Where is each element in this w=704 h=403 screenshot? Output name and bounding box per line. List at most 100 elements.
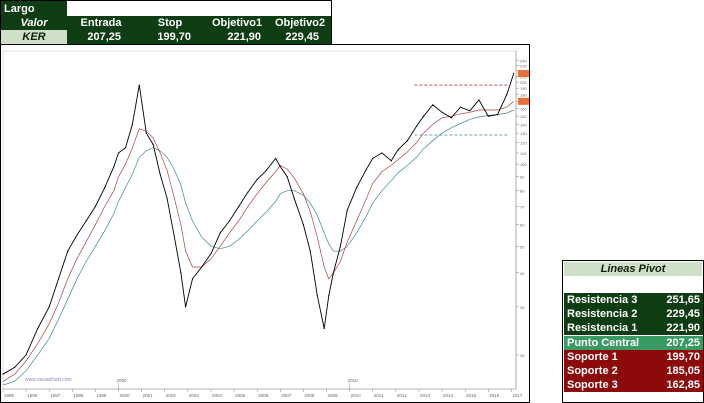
price-point — [506, 93, 508, 96]
x-tick-label: 2017 — [512, 393, 523, 398]
price-point — [293, 197, 295, 199]
resistance-2-value: 229,45 — [666, 308, 700, 320]
moving-average-long-line — [2, 109, 514, 386]
price-point — [180, 272, 182, 274]
price-point — [372, 157, 374, 160]
resistance-2-label: Resistencia 2 — [567, 308, 638, 320]
price-point — [57, 278, 60, 280]
value-objetivo1: 221,90 — [205, 30, 269, 44]
y-tick-label: 40 — [520, 271, 525, 276]
price-point — [104, 187, 106, 189]
support-2-label: Soporte 2 — [567, 365, 618, 377]
pivot-title: Lineas Pivot — [564, 262, 702, 276]
x-tick-label: 2011 — [374, 393, 384, 398]
x-tick-label: 2012 — [397, 393, 408, 398]
price-point — [487, 115, 489, 117]
resistance-1-row: Resistencia 1 221,90 — [564, 321, 703, 335]
price-point — [25, 354, 27, 356]
price-point — [265, 169, 268, 171]
y-tick-label: 70 — [520, 204, 525, 209]
price-point — [275, 157, 277, 160]
price-point — [166, 197, 168, 199]
price-point — [339, 245, 341, 247]
x-tick-label: 2009 — [328, 393, 339, 398]
value-entrada: 207,25 — [67, 30, 135, 44]
x-tick-label: 1999 — [96, 393, 107, 398]
valor-label: Valor — [1, 16, 67, 30]
price-point — [422, 115, 425, 117]
price-point — [124, 147, 127, 149]
support-2-row: Soporte 2 185,05 — [564, 364, 703, 378]
y-tick-label: 130 — [520, 131, 527, 136]
y-tick-label: 60 — [520, 223, 525, 228]
price-point — [416, 125, 418, 127]
price-series-line — [2, 73, 515, 375]
ticker-cell: KER — [1, 30, 67, 44]
price-point — [184, 306, 187, 308]
x-tick-label: 2004 — [212, 393, 223, 398]
x-tick-label: 2000 — [120, 393, 131, 398]
price-point — [316, 294, 318, 297]
y-tick-label: 200 — [520, 80, 527, 85]
price-point — [478, 99, 480, 101]
price-point — [302, 224, 305, 226]
y-tick-label: 90 — [520, 175, 525, 180]
col-objetivo1: Objetivo1 — [205, 16, 269, 30]
price-point — [201, 266, 203, 268]
resistance-1-value: 221,90 — [666, 322, 700, 334]
price-point — [191, 278, 194, 280]
price-point — [441, 111, 443, 113]
y-tick-label: 150 — [520, 114, 527, 119]
y-tick-label: 100 — [520, 162, 527, 167]
x-tick-label: 2006 — [258, 393, 269, 398]
support-2-value: 185,05 — [666, 365, 700, 377]
support-1-label: Soporte 1 — [567, 351, 618, 363]
price-point — [397, 149, 399, 151]
price-point — [113, 166, 115, 168]
x-tick-label: 2016 — [489, 393, 500, 398]
price-point — [279, 166, 281, 168]
price-point — [37, 327, 39, 330]
x-tick-label: 2014 — [443, 393, 454, 398]
support-1-row: Soporte 1 199,70 — [564, 350, 703, 364]
plot-area — [2, 50, 517, 390]
price-point — [238, 205, 240, 208]
support-3-value: 162,85 — [666, 379, 700, 391]
resistance-3-row: Resistencia 3 251,65 — [564, 293, 703, 307]
price-point — [365, 169, 367, 171]
price-point — [48, 306, 50, 308]
price-point — [159, 173, 161, 175]
price-point — [381, 152, 383, 154]
price-point — [406, 140, 408, 142]
y-tick-label: 240 — [520, 58, 527, 63]
watermark-text: www.visualchart.com — [25, 377, 72, 383]
price-chart-svg: 2030405060708090100110120130140150160170… — [2, 50, 529, 398]
price-point — [346, 209, 348, 211]
x-tick-label: 2005 — [235, 393, 246, 398]
price-point — [328, 294, 330, 297]
price-point — [309, 250, 311, 252]
price-point — [323, 327, 325, 330]
x-tick-label: 2007 — [281, 393, 292, 398]
resistance-3-value: 251,65 — [666, 294, 700, 306]
price-point — [513, 72, 515, 75]
price-point — [173, 234, 175, 236]
price-point — [13, 366, 16, 368]
direction-cell: Largo — [1, 1, 67, 16]
x-tick-label: 2001 — [143, 393, 154, 398]
price-point — [210, 253, 212, 255]
col-entrada: Entrada — [67, 16, 135, 30]
support-3-row: Soporte 3 162,85 — [564, 378, 703, 392]
x-tick-label: 1997 — [50, 393, 61, 398]
x-tick-label: 2013 — [420, 393, 431, 398]
value-objetivo2: 229,45 — [269, 30, 331, 44]
price-point — [219, 232, 221, 234]
trade-summary-table: Largo Valor Entrada Stop Objetivo1 Objet… — [0, 0, 332, 45]
y-tick-label: 140 — [520, 122, 527, 127]
x-tick-label: 1996 — [27, 393, 38, 398]
col-stop: Stop — [135, 16, 205, 30]
price-point — [131, 123, 134, 125]
price-point — [286, 176, 288, 178]
price-point — [85, 220, 87, 222]
x-tick-label: 2003 — [189, 393, 200, 398]
